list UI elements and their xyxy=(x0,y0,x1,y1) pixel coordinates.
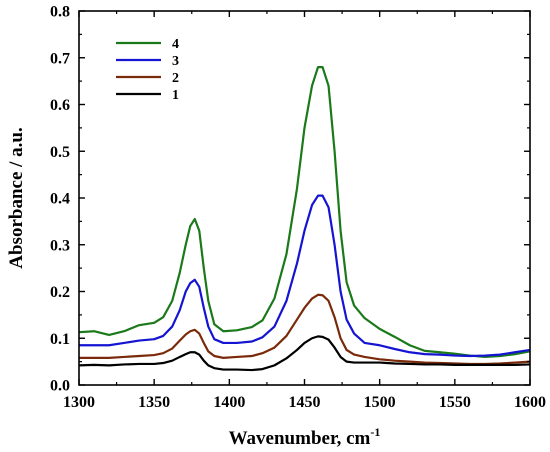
y-tick-label: 0.5 xyxy=(50,144,70,161)
plot-area xyxy=(78,66,531,372)
y-tick-label: 0.4 xyxy=(50,191,70,208)
y-tick-label: 0.0 xyxy=(50,378,70,395)
x-tick-label: 1400 xyxy=(213,394,245,411)
legend-label-2: 2 xyxy=(172,71,179,86)
series-line-3 xyxy=(79,194,531,358)
legend-label-3: 3 xyxy=(172,54,179,69)
x-tick-label: 1450 xyxy=(289,394,321,411)
x-axis-title-superscript: -1 xyxy=(370,425,380,439)
series-line-4 xyxy=(78,66,531,359)
y-tick-label: 0.7 xyxy=(50,50,70,67)
y-tick-label: 0.6 xyxy=(50,97,70,114)
x-tick-label: 1300 xyxy=(63,394,95,411)
x-axis-title: Wavenumber, cm-1 xyxy=(229,425,381,449)
legend-label-4: 4 xyxy=(172,37,179,52)
legend-label-1: 1 xyxy=(172,88,179,103)
x-tick-label: 1550 xyxy=(439,394,471,411)
x-tick-label: 1350 xyxy=(138,394,170,411)
x-axis-title-text: Wavenumber, cm xyxy=(229,428,371,449)
y-tick-label: 0.1 xyxy=(50,331,70,348)
y-axis-title: Absorbance / a.u. xyxy=(6,127,27,268)
axes: 1300 1350 1400 1450 1500 1550 1600 0.0 0.1 0.2 0.3… xyxy=(50,4,546,412)
y-tick-label: 0.3 xyxy=(50,237,70,254)
y-tick-label: 0.8 xyxy=(50,4,70,21)
y-tick-label: 0.2 xyxy=(50,284,70,301)
series-line-2 xyxy=(79,293,531,366)
series-line-1 xyxy=(78,335,531,372)
plot-frame xyxy=(78,10,531,386)
x-tick-label: 1500 xyxy=(364,394,396,411)
legend: 4 3 2 1 xyxy=(116,37,179,103)
x-tick-label: 1600 xyxy=(514,394,546,411)
